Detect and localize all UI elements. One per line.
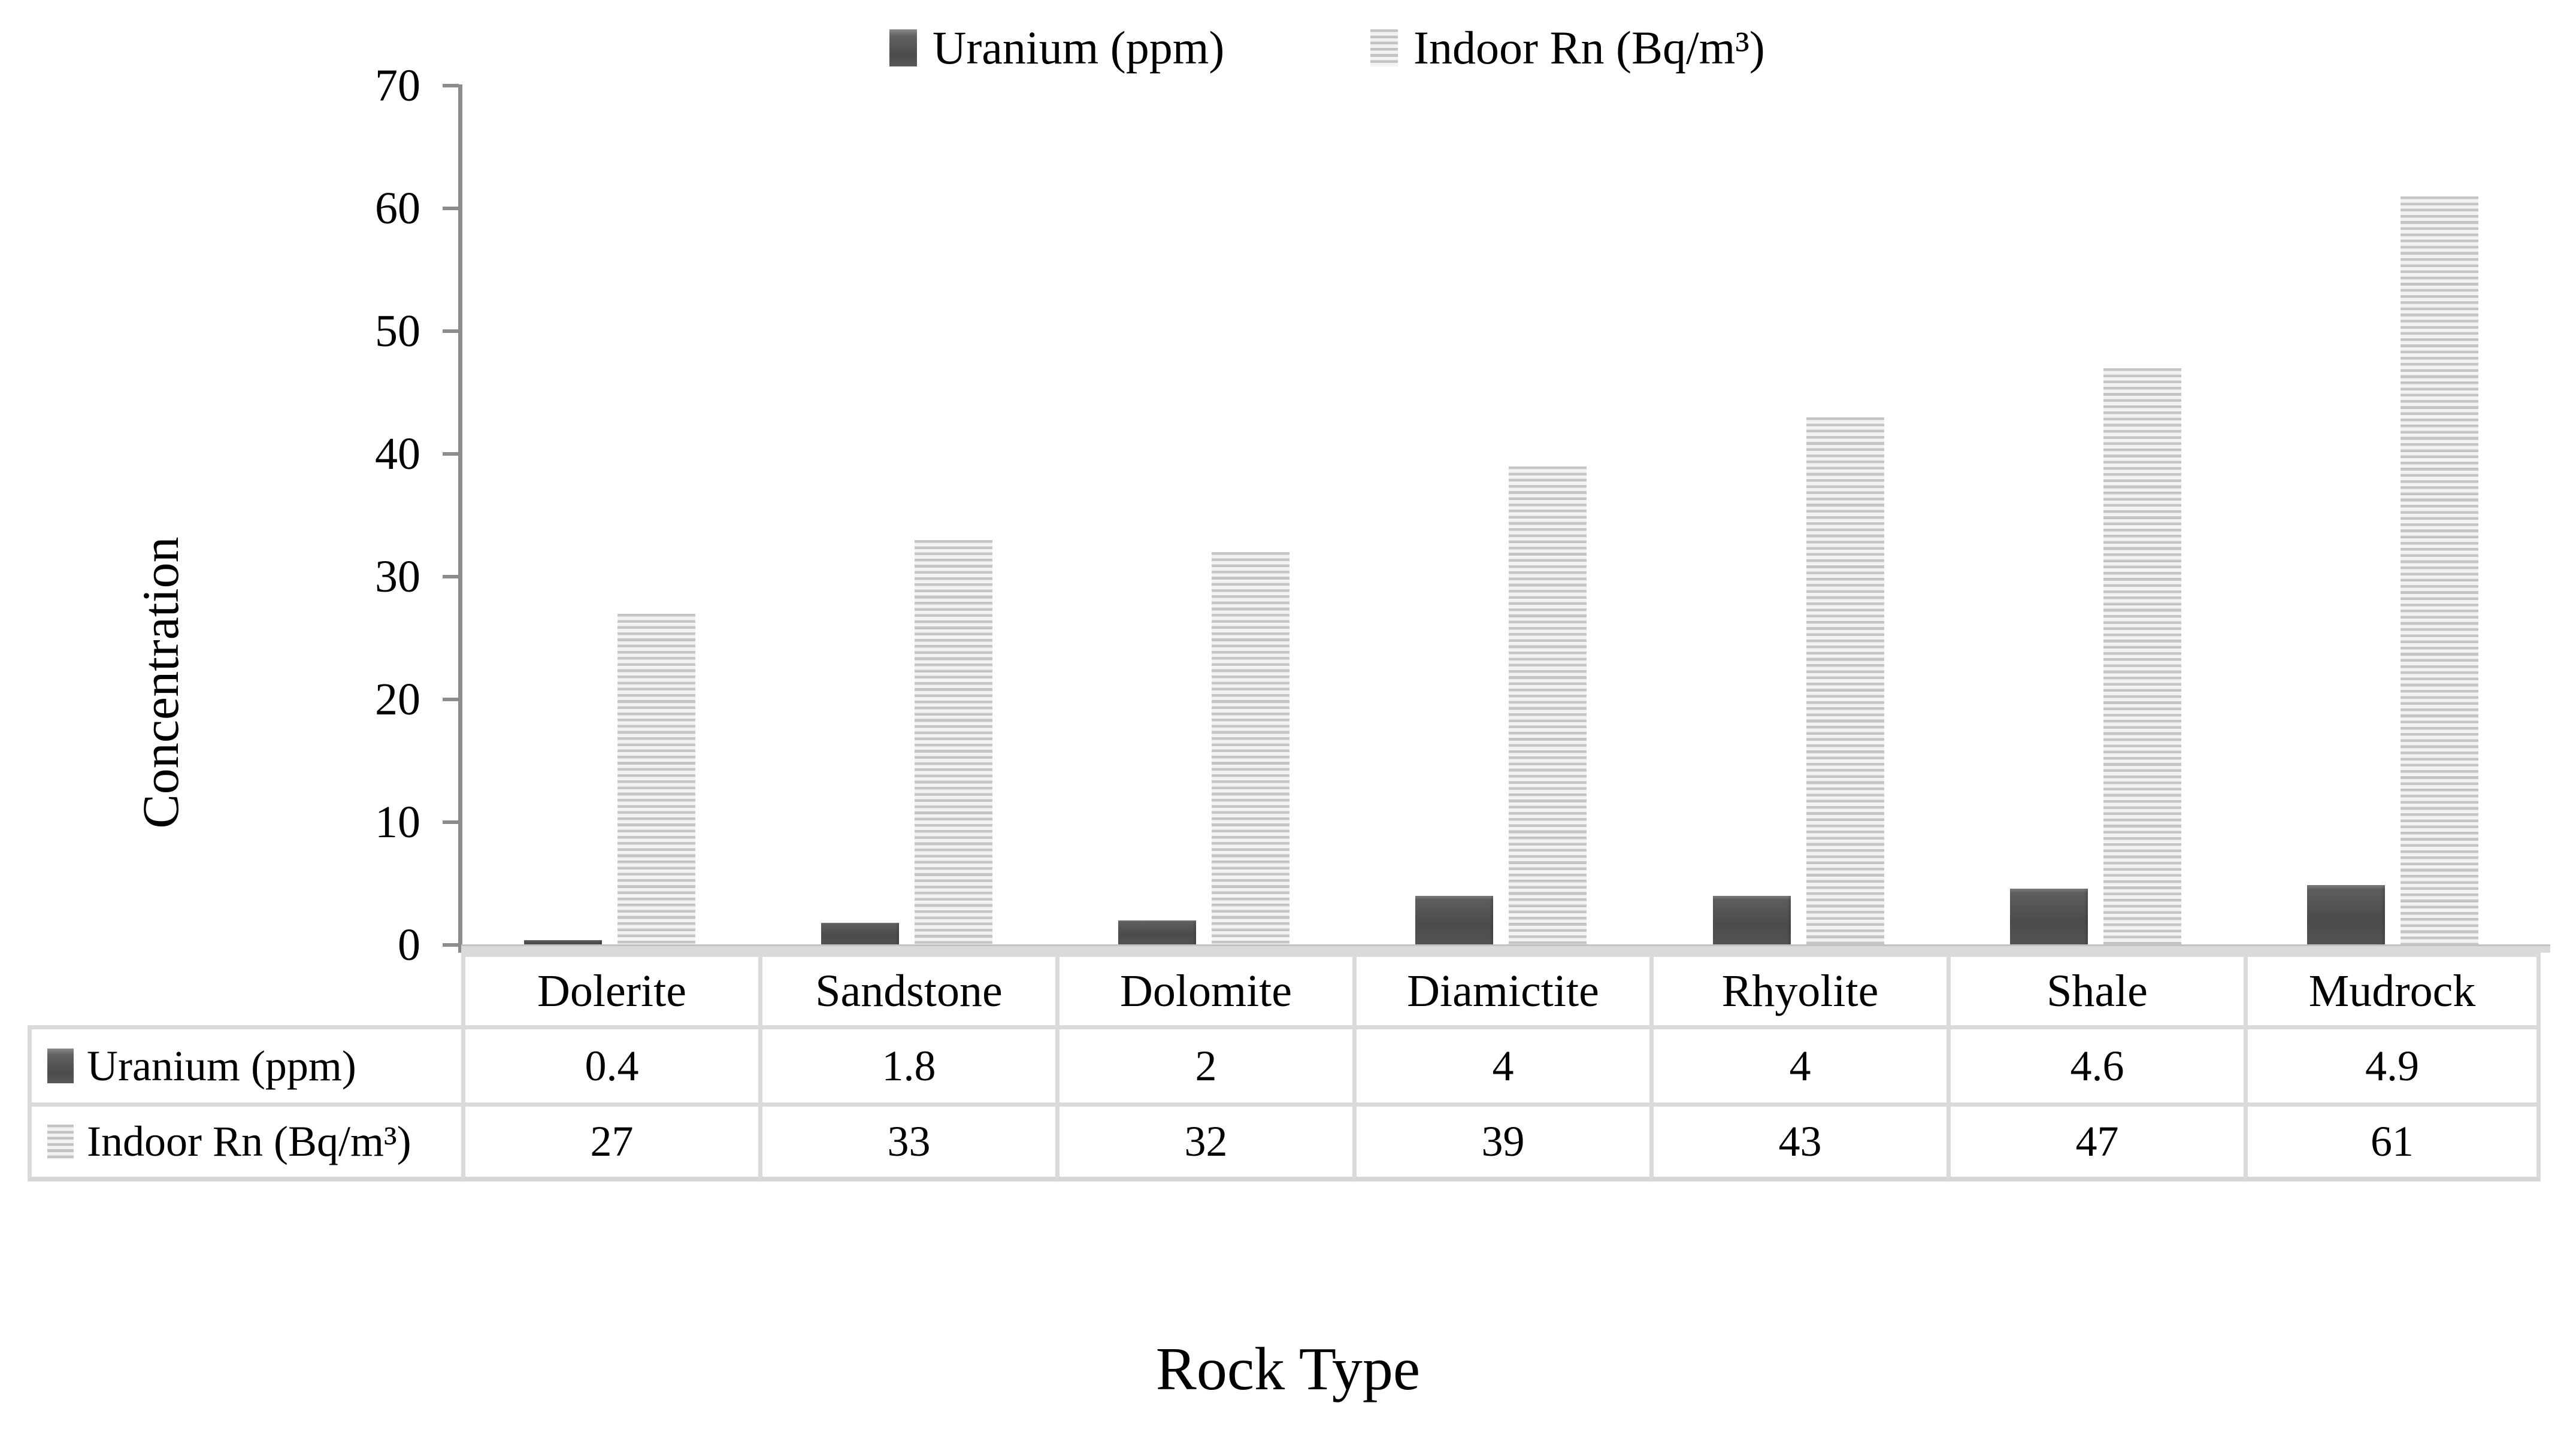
legend-label-uranium: Uranium (ppm) [933,22,1225,74]
table-value-indoor-rn-dolerite: 27 [461,1102,758,1181]
y-tick-mark [443,84,459,87]
indoor-rn-table-swatch-icon [47,1124,74,1159]
uranium-table-swatch-icon [47,1049,74,1083]
x-axis-title: Rock Type [1155,1335,1421,1403]
table-category-sandstone: Sandstone [758,953,1055,1025]
bar-uranium-sandstone [821,923,900,945]
y-tick-label: 50 [375,306,420,356]
table-value-indoor-rn-sandstone: 33 [758,1102,1055,1181]
bar-indoor-rn-shale [2103,368,2181,945]
legend-item-indoor-rn: Indoor Rn (Bq/m³) [1370,17,1765,79]
bar-uranium-dolomite [1118,920,1197,945]
legend-label-indoor-rn: Indoor Rn (Bq/m³) [1413,22,1765,74]
x-axis-line [461,944,2550,953]
y-axis-line [458,84,462,953]
table-value-uranium-sandstone: 1.8 [758,1025,1055,1102]
y-tick-mark [443,575,459,578]
table-category-shale: Shale [1947,953,2244,1025]
bar-uranium-diamictite [1415,896,1494,945]
table-category-dolomite: Dolomite [1055,953,1352,1025]
bar-indoor-rn-rhyolite [1806,417,1884,945]
table-category-diamictite: Diamictite [1352,953,1649,1025]
table-value-uranium-dolomite: 2 [1055,1025,1352,1102]
bar-uranium-shale [2009,888,2088,945]
table-row-label-text: Uranium (ppm) [87,1041,356,1090]
table-category-mudrock: Mudrock [2244,953,2541,1025]
table-row-label-uranium: Uranium (ppm) [28,1025,461,1102]
y-tick-label: 20 [375,674,420,725]
y-tick-label: 0 [398,920,420,970]
y-tick-mark [443,207,459,210]
uranium-legend-swatch-icon [889,29,917,66]
table-row-label-indoor-rn: Indoor Rn (Bq/m³) [28,1102,461,1181]
bar-indoor-rn-diamictite [1509,466,1587,945]
y-tick-mark [443,820,459,824]
table-value-indoor-rn-diamictite: 39 [1352,1102,1649,1181]
indoor-rn-legend-swatch-icon [1370,29,1398,66]
bar-indoor-rn-mudrock [2400,196,2478,945]
bar-indoor-rn-dolomite [1212,552,1290,945]
plot-area [461,86,2550,945]
table-value-uranium-rhyolite: 4 [1649,1025,1947,1102]
y-tick-label: 10 [375,797,420,847]
y-tick-mark [443,943,459,947]
y-tick-mark [443,698,459,701]
table-row-label-text: Indoor Rn (Bq/m³) [87,1117,411,1165]
table-value-uranium-diamictite: 4 [1352,1025,1649,1102]
table-value-uranium-shale: 4.6 [1947,1025,2244,1102]
y-tick-label: 30 [375,552,420,602]
y-tick-label: 60 [375,183,420,234]
table-category-dolerite: Dolerite [461,953,758,1025]
data-table: Dolerite Sandstone Dolomite Diamictite Rhyol… [28,953,2541,1181]
table-value-indoor-rn-rhyolite: 43 [1649,1102,1947,1181]
bar-indoor-rn-sandstone [915,540,993,945]
table-value-indoor-rn-shale: 47 [1947,1102,2244,1181]
bar-uranium-mudrock [2306,884,2385,945]
table-value-uranium-mudrock: 4.9 [2244,1025,2541,1102]
bar-indoor-rn-dolerite [617,613,696,945]
y-tick-label: 70 [375,60,420,111]
y-tick-mark [443,452,459,456]
y-axis-title: Concentration [132,537,189,829]
table-value-indoor-rn-dolomite: 32 [1055,1102,1352,1181]
bar-uranium-rhyolite [1712,896,1791,945]
table-category-rhyolite: Rhyolite [1649,953,1947,1025]
table-value-indoor-rn-mudrock: 61 [2244,1102,2541,1181]
legend-item-uranium: Uranium (ppm) [889,17,1224,79]
y-tick-mark [443,329,459,333]
bar-uranium-dolerite [524,940,603,945]
table-value-uranium-dolerite: 0.4 [461,1025,758,1102]
y-tick-label: 40 [375,429,420,479]
table-corner-cell [28,953,461,1025]
